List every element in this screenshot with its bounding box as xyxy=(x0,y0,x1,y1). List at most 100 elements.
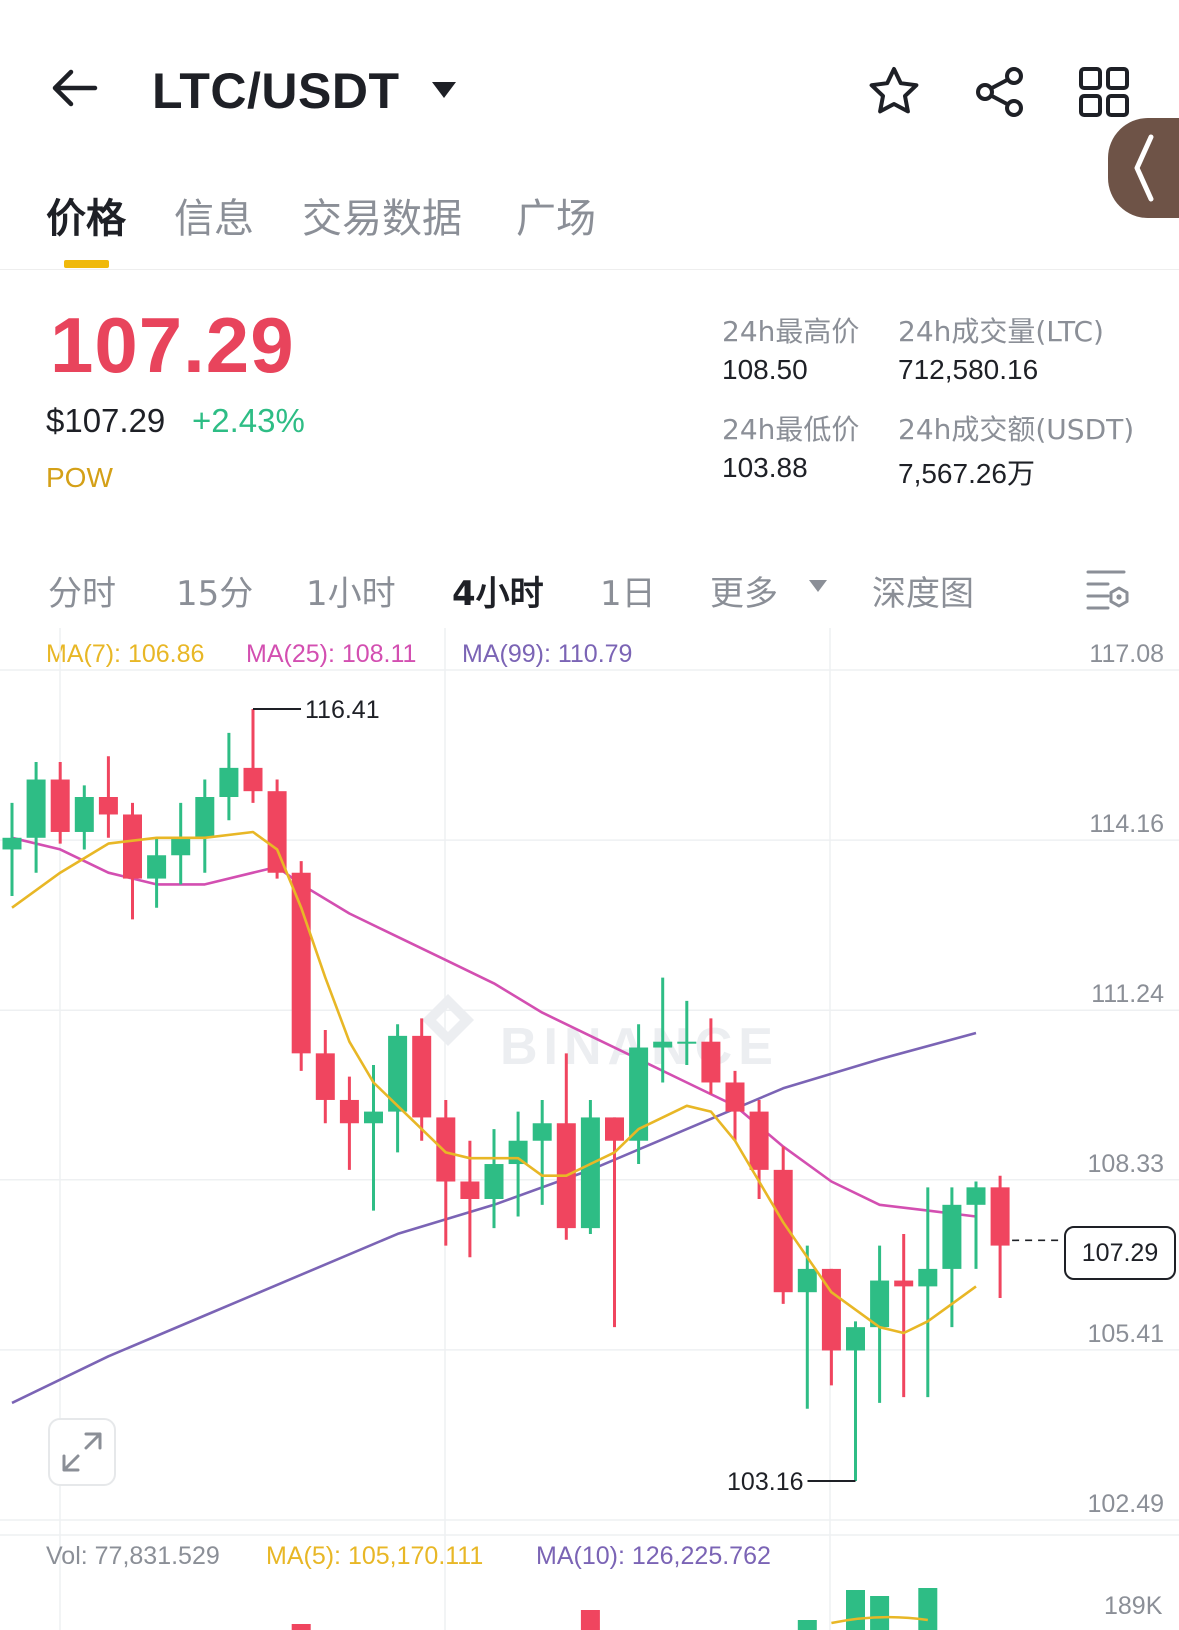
candle-down xyxy=(123,802,142,920)
candle-up xyxy=(629,1024,649,1165)
tab-price[interactable]: 价格 xyxy=(46,196,126,242)
volume-bar xyxy=(580,1610,600,1630)
candle-down xyxy=(339,1076,359,1170)
candle-down xyxy=(821,1268,841,1386)
back-arrow-icon[interactable] xyxy=(48,62,100,114)
ma25-legend: MA(25): 108.11 xyxy=(246,640,417,668)
interval-more[interactable]: 更多 xyxy=(710,574,778,614)
candle-down xyxy=(50,762,70,844)
candle-down xyxy=(990,1175,1010,1299)
volume-ma5-legend: MA(5): 105,170.111 xyxy=(266,1542,484,1570)
candle-body xyxy=(773,1169,793,1293)
candle-up xyxy=(846,1321,865,1481)
interval-4h[interactable]: 4小时 xyxy=(452,574,544,614)
candle-body xyxy=(243,767,263,792)
candle-body xyxy=(74,797,94,832)
interval-1d[interactable]: 1日 xyxy=(600,574,656,614)
candle-body xyxy=(50,779,70,832)
interval-depth[interactable]: 深度图 xyxy=(872,574,974,614)
y-tick-label: 102.49 xyxy=(1088,1490,1164,1518)
candle-up xyxy=(388,1024,408,1153)
usd-price: $107.29 xyxy=(46,402,166,439)
volume-bar xyxy=(918,1588,938,1630)
candle-body xyxy=(339,1099,359,1124)
last-price-marker-label: 107.29 xyxy=(1081,1238,1159,1267)
binance-logo-icon xyxy=(422,994,474,1046)
tab-info[interactable]: 信息 xyxy=(174,196,254,242)
candle-body xyxy=(364,1111,383,1124)
candle-down xyxy=(749,1099,769,1199)
candle-up xyxy=(147,837,167,908)
y-tick-label: 105.41 xyxy=(1088,1320,1164,1348)
candle-up xyxy=(219,732,239,821)
volume-bar xyxy=(797,1620,817,1630)
pair-dropdown-icon[interactable] xyxy=(428,76,460,104)
volume-value: 712,580.16 xyxy=(898,354,1039,385)
volume-ma10-legend: MA(10): 126,225.762 xyxy=(536,1542,771,1570)
candle-body xyxy=(918,1268,938,1287)
price-change-percent: +2.43% xyxy=(192,402,305,439)
candle-down xyxy=(460,1140,480,1258)
more-dropdown-icon[interactable] xyxy=(806,576,830,596)
candle-body xyxy=(26,779,46,838)
chart-settings-icon[interactable] xyxy=(1084,564,1132,612)
candle-body xyxy=(123,814,142,879)
candle-body xyxy=(846,1327,865,1351)
candle-up xyxy=(532,1099,552,1205)
amount-label: 24h成交额(USDT) xyxy=(898,413,1135,446)
candle-body xyxy=(412,1035,432,1118)
candle-up xyxy=(2,802,22,897)
candle-down xyxy=(556,1053,576,1240)
min-price-label: 103.16 xyxy=(727,1468,803,1496)
y-tick-label: 108.33 xyxy=(1088,1150,1164,1178)
high-label: 24h最高价 xyxy=(722,315,860,348)
candle-up xyxy=(966,1181,986,1269)
candle-body xyxy=(605,1117,624,1141)
interval-1h[interactable]: 1小时 xyxy=(306,574,396,614)
candle-down xyxy=(725,1070,745,1141)
interval-15m[interactable]: 15分 xyxy=(176,574,254,614)
volume-legend: Vol: 77,831.529 xyxy=(46,1542,220,1570)
share-icon[interactable] xyxy=(972,64,1028,120)
low-value: 103.88 xyxy=(722,452,808,483)
candle-body xyxy=(629,1047,649,1141)
tabs-divider xyxy=(0,269,1179,270)
last-price: 107.29 xyxy=(50,301,295,389)
tab-trade-data[interactable]: 交易数据 xyxy=(302,196,462,242)
candle-body xyxy=(677,1041,697,1044)
candle-down xyxy=(98,756,118,838)
volume-bar xyxy=(291,1624,311,1630)
candle-body xyxy=(436,1117,456,1182)
pair-title[interactable]: LTC/USDT xyxy=(152,63,400,119)
candle-up xyxy=(74,785,94,850)
candle-body xyxy=(725,1082,745,1112)
max-price-label: 116.41 xyxy=(305,696,380,724)
candle-body xyxy=(653,1041,673,1048)
candle-body xyxy=(508,1140,528,1165)
candle-up xyxy=(26,762,46,873)
active-tab-indicator xyxy=(64,260,109,268)
side-panel-toggle-icon[interactable] xyxy=(1108,118,1179,218)
candle-body xyxy=(797,1268,817,1293)
candle-down xyxy=(412,1018,432,1141)
pow-tag[interactable]: POW xyxy=(46,462,113,493)
candle-body xyxy=(219,767,239,798)
interval-time[interactable]: 分时 xyxy=(48,574,116,614)
fullscreen-expand-icon[interactable] xyxy=(48,1418,116,1486)
star-icon[interactable] xyxy=(866,64,922,120)
candle-down xyxy=(894,1233,914,1398)
grid-menu-icon[interactable] xyxy=(1076,64,1132,120)
candle-body xyxy=(2,837,22,850)
candle-up xyxy=(171,802,191,885)
tab-square[interactable]: 广场 xyxy=(516,196,596,242)
candle-down xyxy=(436,1099,456,1246)
y-tick-label: 114.16 xyxy=(1089,810,1164,838)
volume-axis-label: 189K xyxy=(1104,1592,1163,1620)
candle-body xyxy=(484,1164,504,1199)
candle-down xyxy=(773,1146,793,1304)
candle-body xyxy=(171,837,191,856)
candle-body xyxy=(870,1280,890,1328)
candle-body xyxy=(894,1280,914,1287)
low-label: 24h最低价 xyxy=(722,413,860,446)
